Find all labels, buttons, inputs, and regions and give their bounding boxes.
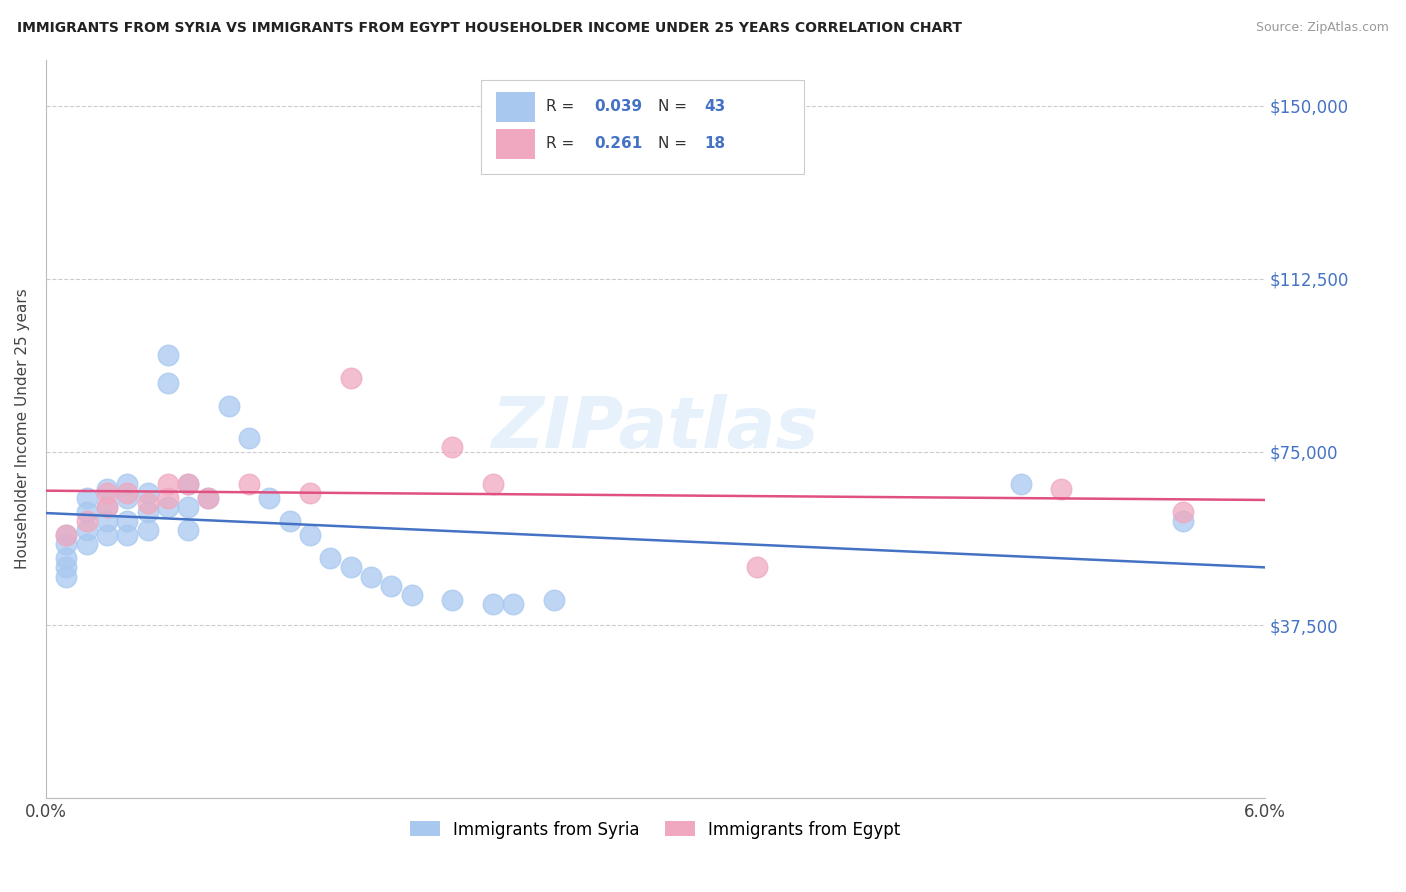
Point [298, 528, 321, 542]
Point [177, 500, 200, 515]
Text: N =: N = [658, 99, 692, 114]
Point [380, 579, 402, 593]
Text: R =: R = [546, 136, 579, 152]
Point [115, 528, 138, 542]
Point [96, 482, 118, 496]
Point [278, 514, 301, 528]
Text: IMMIGRANTS FROM SYRIA VS IMMIGRANTS FROM EGYPT HOUSEHOLDER INCOME UNDER 25 YEARS: IMMIGRANTS FROM SYRIA VS IMMIGRANTS FROM… [17, 21, 962, 35]
Point [745, 560, 768, 574]
Point [76, 505, 98, 519]
Text: Source: ZipAtlas.com: Source: ZipAtlas.com [1256, 21, 1389, 34]
Point [76, 537, 98, 551]
Point [339, 371, 361, 385]
Point [481, 477, 503, 491]
Point [76, 491, 98, 505]
Point [197, 491, 219, 505]
Point [115, 514, 138, 528]
Point [96, 500, 118, 515]
Point [96, 500, 118, 515]
Point [502, 597, 524, 611]
Point [156, 491, 179, 505]
Point [177, 477, 200, 491]
Point [481, 597, 503, 611]
Point [298, 486, 321, 500]
Point [1173, 514, 1195, 528]
Point [156, 477, 179, 491]
Point [218, 399, 240, 413]
Point [339, 560, 361, 574]
Point [76, 514, 98, 528]
Point [238, 431, 260, 445]
Point [156, 500, 179, 515]
Point [156, 376, 179, 390]
Point [259, 491, 281, 505]
Text: 0.039: 0.039 [595, 99, 643, 114]
Point [360, 569, 382, 583]
Point [55, 528, 77, 542]
Point [1010, 477, 1032, 491]
Point [401, 588, 423, 602]
Legend: Immigrants from Syria, Immigrants from Egypt: Immigrants from Syria, Immigrants from E… [404, 814, 907, 846]
Point [136, 524, 159, 538]
FancyBboxPatch shape [496, 92, 534, 121]
Point [96, 514, 118, 528]
Point [136, 505, 159, 519]
Point [1050, 482, 1073, 496]
Point [543, 592, 565, 607]
Text: 43: 43 [704, 99, 725, 114]
Point [136, 496, 159, 510]
Point [115, 486, 138, 500]
Point [115, 491, 138, 505]
Text: N =: N = [658, 136, 692, 152]
FancyBboxPatch shape [496, 129, 534, 159]
Point [76, 524, 98, 538]
Point [156, 348, 179, 362]
Y-axis label: Householder Income Under 25 years: Householder Income Under 25 years [15, 288, 30, 569]
Point [55, 551, 77, 566]
Point [319, 551, 342, 566]
Text: ZIPatlas: ZIPatlas [492, 394, 818, 463]
Point [55, 528, 77, 542]
Point [238, 477, 260, 491]
Point [96, 528, 118, 542]
Point [96, 486, 118, 500]
Point [55, 560, 77, 574]
Point [177, 477, 200, 491]
Point [441, 440, 464, 454]
FancyBboxPatch shape [481, 79, 804, 174]
Point [441, 592, 464, 607]
Point [115, 477, 138, 491]
Point [55, 537, 77, 551]
Point [177, 524, 200, 538]
Point [1173, 505, 1195, 519]
Text: R =: R = [546, 99, 579, 114]
Text: 0.261: 0.261 [595, 136, 643, 152]
Point [55, 569, 77, 583]
Point [197, 491, 219, 505]
Point [136, 486, 159, 500]
Text: 18: 18 [704, 136, 725, 152]
